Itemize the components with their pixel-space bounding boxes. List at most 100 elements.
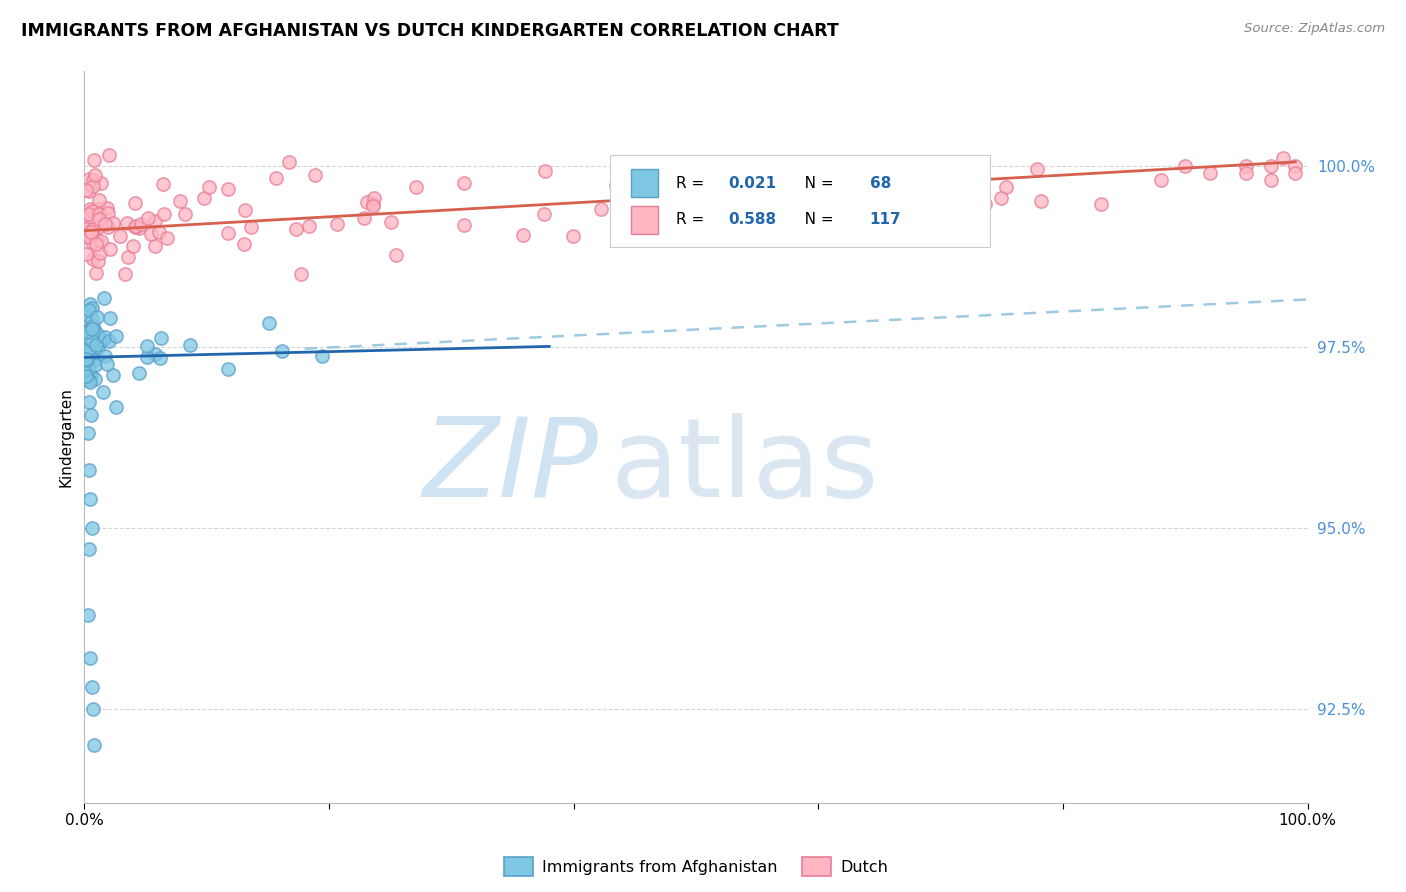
Point — [98, 242, 121, 256]
Point — [87, 207, 110, 221]
Point — [114, 267, 136, 281]
Point — [721, 194, 744, 208]
Point — [156, 230, 179, 244]
Point — [453, 176, 475, 190]
Point — [97, 206, 120, 220]
Point — [82, 228, 104, 243]
Point — [562, 228, 585, 243]
Point — [1031, 194, 1053, 208]
Point — [90, 234, 112, 248]
Point — [79, 297, 101, 311]
Point — [217, 182, 239, 196]
Point — [94, 217, 117, 231]
Point — [1090, 196, 1112, 211]
Point — [1236, 159, 1258, 173]
Point — [141, 227, 163, 241]
Point — [124, 219, 146, 234]
Point — [76, 343, 98, 357]
Point — [153, 207, 176, 221]
Point — [533, 207, 555, 221]
Text: R =: R = — [676, 176, 710, 191]
Point — [87, 341, 110, 355]
Point — [79, 375, 101, 389]
Point — [257, 316, 280, 330]
Text: 117: 117 — [870, 212, 901, 227]
Point — [105, 401, 128, 415]
Point — [1272, 151, 1295, 165]
Point — [311, 349, 333, 363]
Point — [80, 235, 103, 249]
Point — [104, 329, 127, 343]
Point — [790, 183, 813, 197]
Point — [1198, 166, 1220, 180]
Point — [79, 324, 101, 338]
Point — [179, 338, 201, 352]
Text: IMMIGRANTS FROM AFGHANISTAN VS DUTCH KINDERGARTEN CORRELATION CHART: IMMIGRANTS FROM AFGHANISTAN VS DUTCH KIN… — [21, 22, 839, 40]
Point — [84, 338, 107, 352]
Point — [356, 194, 378, 209]
Point — [77, 184, 100, 198]
Point — [264, 171, 287, 186]
Point — [363, 199, 385, 213]
Point — [169, 194, 191, 209]
Point — [76, 325, 98, 339]
Point — [145, 347, 167, 361]
Point — [217, 362, 239, 376]
Point — [1026, 162, 1049, 177]
Point — [384, 248, 406, 262]
Point — [79, 346, 101, 360]
Point — [82, 252, 104, 266]
Point — [749, 160, 772, 174]
Point — [96, 202, 118, 216]
Point — [79, 651, 101, 665]
Point — [75, 183, 97, 197]
Point — [76, 309, 98, 323]
Point — [363, 191, 385, 205]
Point — [239, 219, 262, 234]
Point — [380, 215, 402, 229]
Point — [83, 352, 105, 367]
Point — [77, 373, 100, 387]
Point — [77, 230, 100, 244]
Point — [80, 222, 103, 236]
Point — [79, 491, 101, 506]
Point — [533, 163, 555, 178]
Point — [97, 148, 120, 162]
Point — [86, 237, 108, 252]
Point — [124, 196, 146, 211]
Point — [79, 202, 101, 216]
Text: ZIP: ZIP — [422, 413, 598, 520]
Point — [149, 331, 172, 345]
Point — [75, 369, 97, 384]
Point — [77, 463, 100, 477]
Bar — [631, 206, 658, 234]
Point — [108, 228, 131, 243]
Point — [93, 291, 115, 305]
Point — [122, 239, 145, 253]
Point — [152, 177, 174, 191]
Point — [128, 366, 150, 380]
Point — [91, 385, 114, 400]
Point — [77, 303, 100, 318]
Legend: Immigrants from Afghanistan, Dutch: Immigrants from Afghanistan, Dutch — [498, 851, 894, 882]
Point — [97, 220, 120, 235]
Point — [304, 169, 326, 183]
Point — [995, 180, 1018, 194]
Point — [129, 217, 152, 231]
Point — [87, 328, 110, 343]
Point — [82, 178, 104, 193]
Point — [86, 233, 108, 247]
Point — [1260, 173, 1282, 187]
FancyBboxPatch shape — [610, 155, 990, 247]
Point — [77, 171, 100, 186]
Point — [117, 251, 139, 265]
Point — [709, 178, 731, 193]
Point — [84, 358, 107, 372]
Point — [86, 310, 108, 325]
Point — [735, 181, 758, 195]
Point — [193, 191, 215, 205]
Point — [1150, 173, 1173, 187]
Point — [405, 180, 427, 194]
Point — [83, 738, 105, 752]
Point — [235, 202, 257, 217]
